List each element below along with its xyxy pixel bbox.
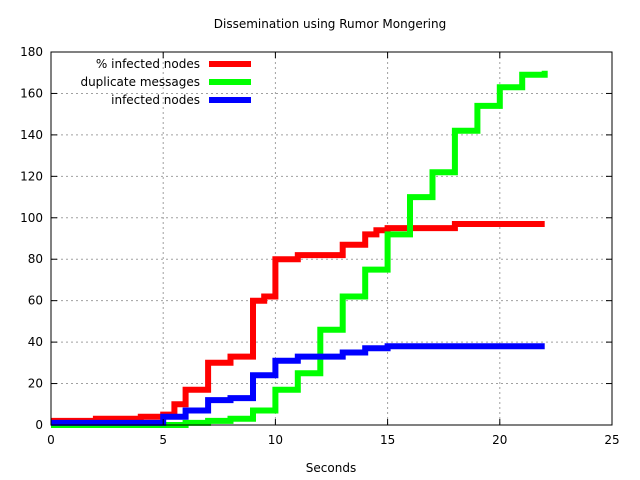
x-axis-label: Seconds	[306, 461, 356, 475]
y-tick-label: 140	[20, 128, 43, 142]
y-tick-label: 160	[20, 86, 43, 100]
series-line-2	[51, 343, 545, 426]
legend-label: infected nodes	[111, 93, 200, 107]
plot-frame	[50, 51, 613, 426]
y-tick-label: 20	[28, 377, 43, 391]
legend-label: % infected nodes	[96, 57, 200, 71]
y-tick-label: 0	[35, 418, 43, 432]
legend: % infected nodes duplicate messages infect…	[80, 57, 251, 107]
x-tick-label: 15	[380, 433, 395, 447]
y-tick-label: 80	[28, 252, 43, 266]
y-tick-label: 40	[28, 335, 43, 349]
x-tick-label: 5	[159, 433, 167, 447]
x-tick-label: 25	[604, 433, 619, 447]
y-tick-label: 120	[20, 169, 43, 183]
x-tick-label: 0	[47, 433, 55, 447]
y-tick-label: 100	[20, 211, 43, 225]
x-tick-label: 20	[492, 433, 507, 447]
series-layer	[51, 70, 548, 428]
x-tick-label: 10	[268, 433, 283, 447]
grid-lines	[51, 52, 612, 425]
legend-label: duplicate messages	[80, 75, 200, 89]
chart-title: Dissemination using Rumor Mongering	[214, 17, 446, 31]
y-tick-label: 180	[20, 45, 43, 59]
axis-ticks: 0 20 40 60 80 100 120 140 160 180 0 5 10 15 20 25	[20, 45, 620, 447]
series-line-1	[51, 70, 548, 428]
y-tick-label: 60	[28, 294, 43, 308]
